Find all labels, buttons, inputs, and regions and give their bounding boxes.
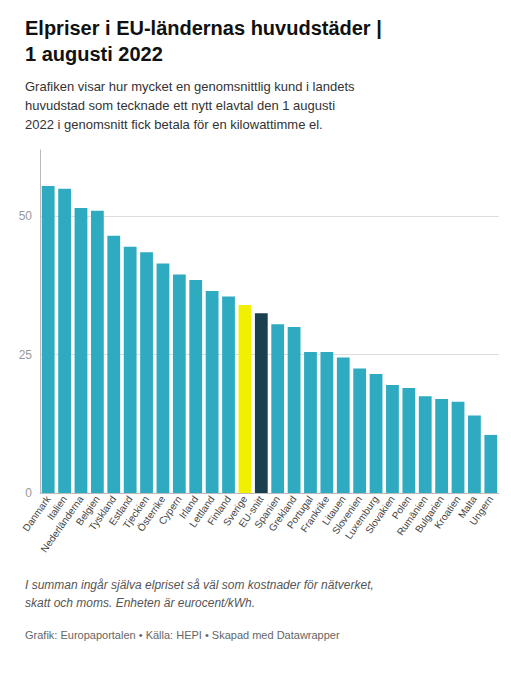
svg-text:Lettland: Lettland: [187, 493, 217, 530]
svg-text:Spanien: Spanien: [252, 493, 283, 531]
svg-text:50: 50: [19, 209, 33, 223]
svg-text:Cypern: Cypern: [156, 493, 184, 527]
svg-text:Litauen: Litauen: [319, 493, 348, 527]
svg-text:Grekland: Grekland: [266, 493, 299, 534]
svg-text:Tyskland: Tyskland: [86, 493, 119, 533]
svg-text:Polen: Polen: [389, 493, 414, 522]
svg-text:Rumänien: Rumänien: [394, 493, 430, 538]
svg-text:1 augusti 2022: 1 augusti 2022: [25, 43, 163, 65]
svg-text:Italien: Italien: [44, 493, 70, 522]
svg-text:Grafik: Europaportalen • Källa: Grafik: Europaportalen • Källa: HEPI • S…: [25, 629, 340, 641]
svg-text:Slovenien: Slovenien: [329, 493, 365, 537]
svg-text:skatt och moms. Enheten är eur: skatt och moms. Enheten är eurocent/kWh.: [25, 596, 255, 610]
svg-text:Finland: Finland: [205, 493, 233, 527]
svg-text:Portugal: Portugal: [284, 493, 315, 531]
svg-text:Kroatien: Kroatien: [432, 493, 463, 531]
svg-text:Grafiken visar hur mycket en g: Grafiken visar hur mycket en genomsnittl…: [25, 79, 355, 94]
svg-text:Bulgarien: Bulgarien: [412, 493, 447, 535]
svg-text:25: 25: [19, 348, 33, 362]
svg-text:Sverige: Sverige: [220, 493, 250, 528]
svg-text:Luxemburg: Luxemburg: [342, 493, 381, 542]
svg-text:huvudstad som tecknade ett nyt: huvudstad som tecknade ett nytt elavtal …: [25, 98, 335, 113]
svg-text:Tjeckien: Tjeckien: [120, 493, 152, 531]
svg-text:Estland: Estland: [106, 493, 135, 528]
svg-text:Belgien: Belgien: [73, 493, 102, 528]
svg-text:Nederländerna: Nederländerna: [38, 493, 86, 555]
svg-text:Malta: Malta: [455, 493, 479, 521]
svg-text:Frankrike: Frankrike: [298, 493, 332, 535]
svg-text:Irland: Irland: [176, 493, 201, 521]
svg-text:Slovakien: Slovakien: [363, 493, 397, 536]
svg-text:I summan ingår själva elpriset: I summan ingår själva elpriset så väl so…: [25, 578, 374, 592]
svg-text:2022 i genomsnitt fick betala: 2022 i genomsnitt fick betala för en kil…: [25, 117, 323, 132]
svg-text:0: 0: [25, 486, 32, 500]
svg-text:Österrike: Österrike: [135, 493, 168, 534]
svg-text:Ungern: Ungern: [467, 494, 495, 527]
svg-text:Elpriser i EU-ländernas huvuds: Elpriser i EU-ländernas huvudstäder |: [25, 17, 382, 39]
svg-text:Danmark: Danmark: [20, 493, 53, 534]
svg-text:EU-snitt: EU-snitt: [236, 493, 266, 530]
